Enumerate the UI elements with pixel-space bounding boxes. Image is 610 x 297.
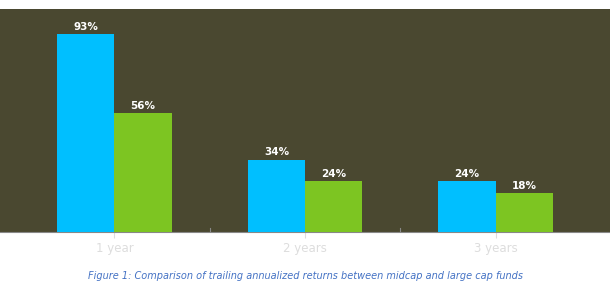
Text: 24%: 24% [321,169,346,178]
Bar [115,113,171,232]
Text: 56%: 56% [131,101,156,111]
Text: 18%: 18% [512,181,537,191]
Text: 34%: 34% [264,147,289,157]
Bar [57,34,115,232]
Bar [439,181,495,232]
Bar [495,193,553,232]
Bar [305,181,362,232]
Text: 24%: 24% [454,169,479,178]
Text: 93%: 93% [73,22,98,32]
Bar [248,159,305,232]
Text: Figure 1: Comparison of trailing annualized returns between midcap and large cap: Figure 1: Comparison of trailing annuali… [87,271,523,281]
